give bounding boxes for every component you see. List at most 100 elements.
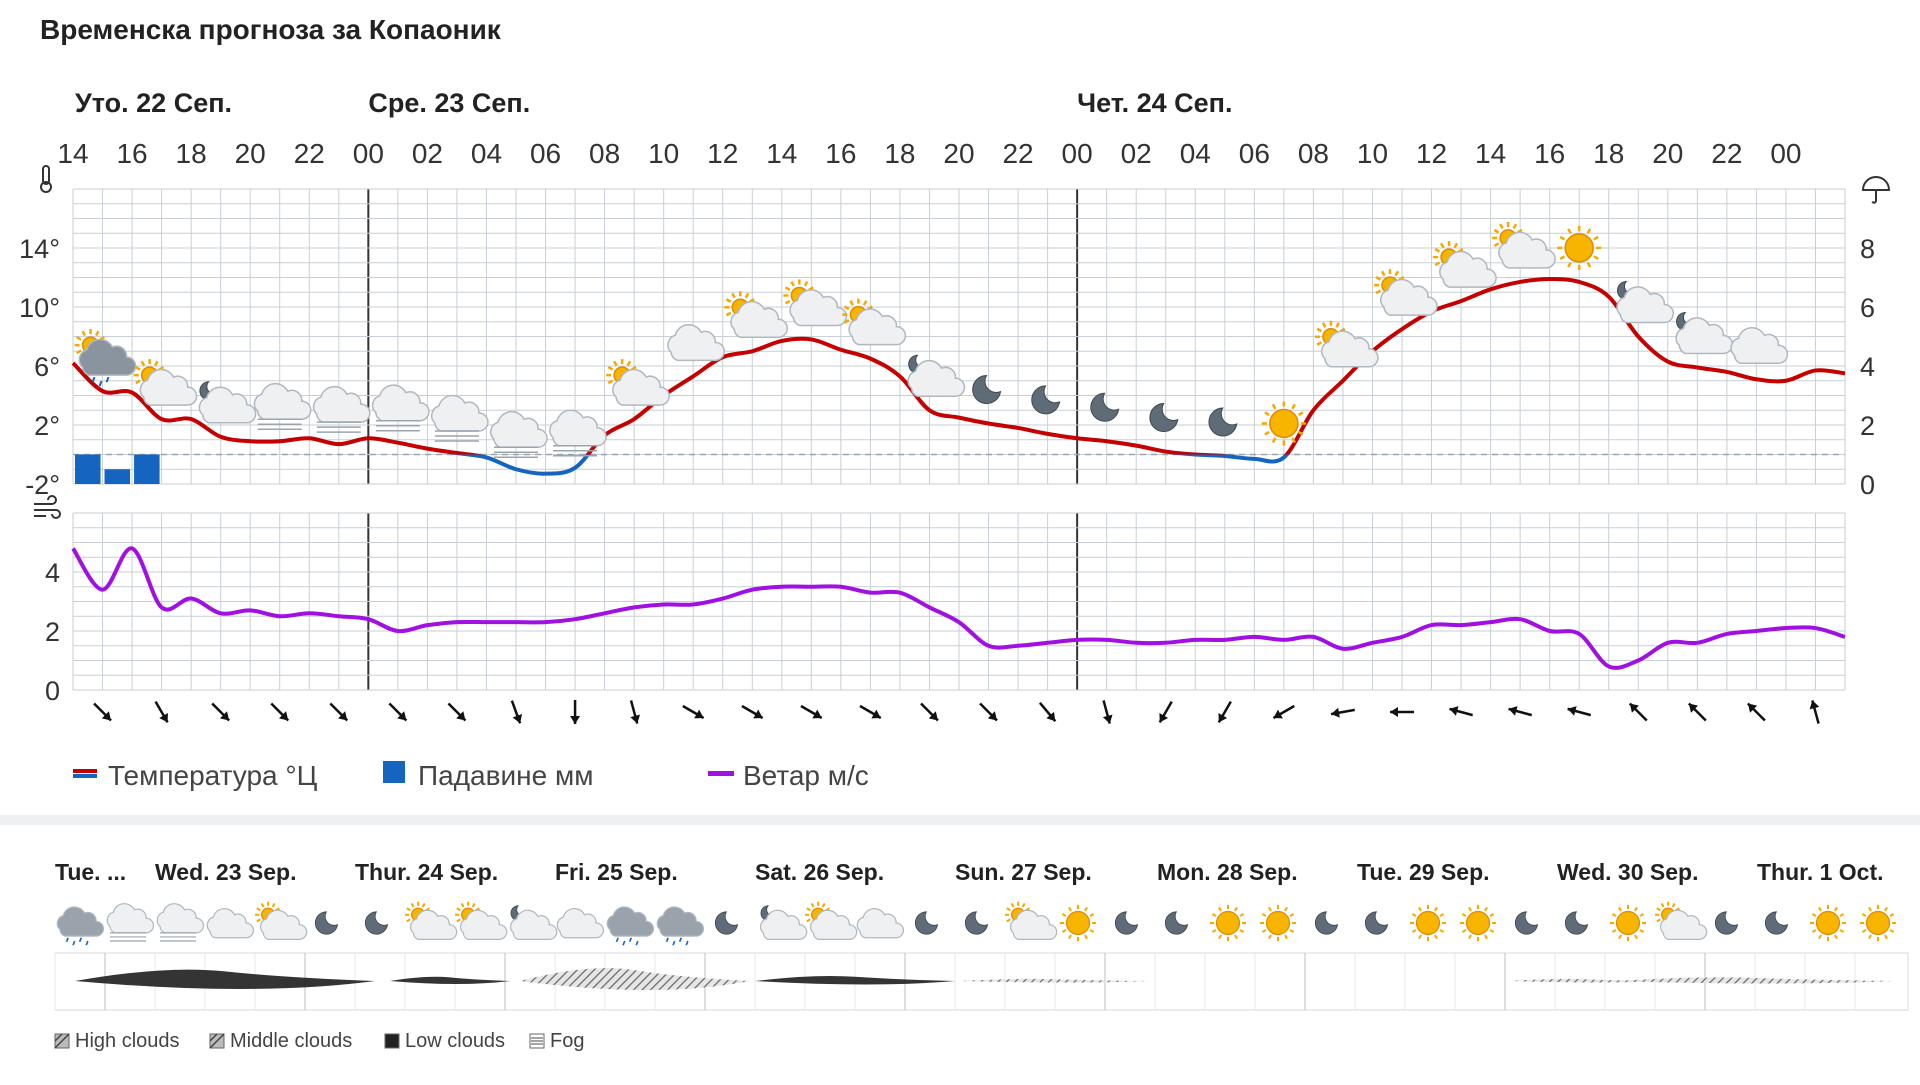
low-clouds-icon xyxy=(384,1033,400,1049)
wind-arrow-icon xyxy=(388,702,408,722)
wind-arrow-icon xyxy=(682,704,705,720)
sun-icon xyxy=(1557,225,1602,270)
wind-arrow-icon xyxy=(1158,700,1173,724)
wind-arrow-icon xyxy=(859,704,882,720)
hour-tick-label: 14 xyxy=(57,138,88,169)
cloud-cover-shape xyxy=(75,969,375,989)
precip-bar xyxy=(75,454,101,484)
overview-day-label: Wed. 23 Sep. xyxy=(155,859,296,885)
temperature-tick-label: -2° xyxy=(25,470,60,500)
thermometer-icon xyxy=(40,165,52,193)
cloud-icon xyxy=(556,908,604,939)
wind-tick-label: 0 xyxy=(45,676,60,706)
chart-axes: Уто. 22 Сеп. Сре. 23 Сеп. Чет. 24 Сеп. 14 16… xyxy=(19,88,1891,706)
precip-tick-label: 6 xyxy=(1860,293,1875,323)
hour-tick-label: 20 xyxy=(1652,138,1683,169)
wind-arrow-icon xyxy=(800,704,823,720)
hour-tick-label: 00 xyxy=(1770,138,1801,169)
fog-icon xyxy=(430,394,489,442)
wind-arrow-icon xyxy=(1330,707,1355,718)
sun-cloud-icon xyxy=(455,901,508,941)
wind-arrow-icon xyxy=(93,702,112,722)
moon-icon xyxy=(914,911,939,935)
hour-tick-label: 16 xyxy=(116,138,147,169)
overview-day-labels: Tue. ... Wed. 23 Sep. Thur. 24 Sep. Fri. 25… xyxy=(55,859,1884,885)
sun-icon xyxy=(1459,904,1497,942)
sun-icon xyxy=(1409,904,1447,942)
sun-cloud-rain-icon xyxy=(74,329,137,387)
overview-day-label: Sat. 26 Sep. xyxy=(755,859,884,885)
wind-arrow-icon xyxy=(1747,702,1766,722)
forecast-panel: Временска прогноза за Копаоник Уто. 22 С… xyxy=(19,14,1891,791)
wind-arrow-icon xyxy=(1102,700,1113,724)
hour-tick-label: 14 xyxy=(766,138,797,169)
overview-icons-row xyxy=(56,901,1897,946)
cloud-cover-shape xyxy=(755,976,955,985)
weather-icons-row xyxy=(74,221,1789,458)
middle-clouds-icon xyxy=(209,1033,225,1049)
cloud-legend: High clouds Middle clouds Low clouds Fog xyxy=(54,1030,584,1052)
hour-tick-label: 20 xyxy=(943,138,974,169)
sun-icon xyxy=(1609,904,1647,942)
legend-label: Температура °Ц xyxy=(108,760,318,791)
day-label: Сре. 23 Сеп. xyxy=(368,88,530,118)
wind-arrow-icon xyxy=(570,700,581,724)
sun-icon xyxy=(1209,904,1247,942)
wind-line xyxy=(71,546,1846,670)
wind-arrow-icon xyxy=(920,702,939,722)
precip-tick-label: 8 xyxy=(1860,234,1875,264)
hour-tick-label: 22 xyxy=(294,138,325,169)
sun-cloud-icon xyxy=(1314,320,1379,368)
moon-cloud-icon xyxy=(509,905,558,941)
hour-tick-label: 06 xyxy=(1239,138,1270,169)
moon-icon xyxy=(1031,385,1061,415)
cloud-icon xyxy=(667,324,725,362)
overview-day-label: Tue. ... xyxy=(55,859,126,885)
hour-tick-label: 14 xyxy=(1475,138,1506,169)
legend-label: Ветар м/с xyxy=(743,760,869,791)
temperature-line xyxy=(71,276,1846,476)
wind-arrow-icon xyxy=(1272,704,1295,720)
fog-icon xyxy=(490,410,548,458)
overview-chart: Tue. ... Wed. 23 Sep. Thur. 24 Sep. Fri. 25… xyxy=(54,859,1909,1052)
umbrella-icon xyxy=(1861,176,1891,204)
wind-icon xyxy=(34,495,61,519)
sun-icon xyxy=(1859,904,1897,942)
hour-tick-label: 08 xyxy=(1298,138,1329,169)
wind-arrow-icon xyxy=(629,700,640,724)
cloud-cover-shape xyxy=(960,978,1150,983)
wind-speed-line xyxy=(71,546,1846,670)
moon-icon xyxy=(1208,407,1238,437)
legend-label: Падавине мм xyxy=(418,760,593,791)
hour-tick-label: 18 xyxy=(1593,138,1624,169)
hour-tick-label: 18 xyxy=(884,138,915,169)
overview-day-label: Sun. 27 Sep. xyxy=(955,859,1092,885)
cloud-legend-label: Middle clouds xyxy=(230,1030,352,1052)
sun-cloud-icon xyxy=(805,901,858,941)
sun-icon xyxy=(1259,904,1297,942)
moon-icon xyxy=(1514,911,1539,935)
precip-tick-label: 2 xyxy=(1860,411,1875,441)
hour-tick-label: 00 xyxy=(1062,138,1093,169)
precip-bar xyxy=(104,469,131,484)
sun-cloud-icon xyxy=(255,901,308,941)
fog-icon xyxy=(371,384,430,432)
hour-tick-label: 04 xyxy=(471,138,502,169)
hour-tick-label: 10 xyxy=(648,138,679,169)
wind-tick-label: 4 xyxy=(45,558,60,588)
wind-tick-label: 2 xyxy=(45,617,60,647)
cloud-icon xyxy=(206,908,254,939)
moon-icon xyxy=(964,911,989,935)
fog-icon xyxy=(106,903,154,942)
wind-arrow-icon xyxy=(741,704,764,720)
moon-cloud-icon xyxy=(759,905,808,941)
sun-cloud-icon xyxy=(1374,269,1438,316)
wind-arrow-icon xyxy=(510,700,523,724)
wind-arrow-icon xyxy=(211,702,231,722)
moon-cloud-icon xyxy=(198,381,257,424)
cloud-rain-icon xyxy=(656,906,704,946)
moon-icon xyxy=(1164,911,1189,935)
moon-icon xyxy=(1090,392,1120,422)
moon-icon xyxy=(972,375,1002,404)
sun-cloud-icon xyxy=(783,279,848,327)
